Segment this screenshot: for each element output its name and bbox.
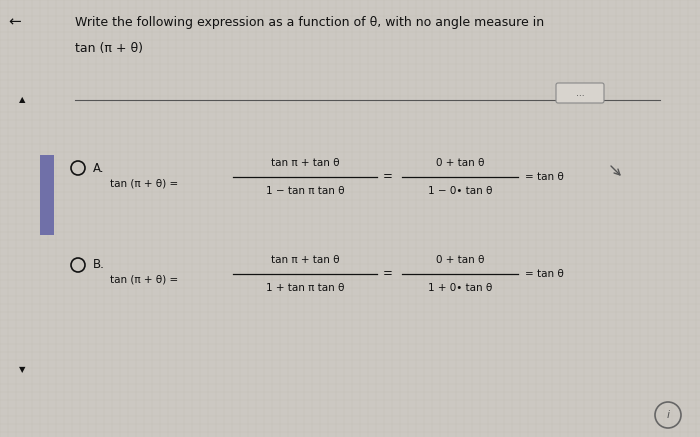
Text: tan (π + θ) =: tan (π + θ) = xyxy=(110,178,178,188)
Text: 1 + tan π tan θ: 1 + tan π tan θ xyxy=(266,283,344,293)
Text: = tan θ: = tan θ xyxy=(525,172,564,182)
Bar xyxy=(40,155,54,235)
Text: tan π + tan θ: tan π + tan θ xyxy=(271,255,340,265)
Text: ←: ← xyxy=(8,14,21,30)
Text: tan (π + θ): tan (π + θ) xyxy=(75,42,143,55)
Text: ▲: ▲ xyxy=(19,96,25,104)
Text: 0 + tan θ: 0 + tan θ xyxy=(435,255,484,265)
Text: tan (π + θ) =: tan (π + θ) = xyxy=(110,275,178,285)
Text: =: = xyxy=(383,170,393,184)
Text: Write the following expression as a function of θ, with no angle measure in: Write the following expression as a func… xyxy=(75,16,544,29)
Text: A.: A. xyxy=(93,162,104,174)
Text: 1 − 0• tan θ: 1 − 0• tan θ xyxy=(428,186,492,196)
Text: i: i xyxy=(666,410,670,420)
Text: ▼: ▼ xyxy=(19,365,25,375)
Text: 0 + tan θ: 0 + tan θ xyxy=(435,158,484,168)
Text: ...: ... xyxy=(575,89,584,97)
FancyBboxPatch shape xyxy=(556,83,604,103)
Text: tan π + tan θ: tan π + tan θ xyxy=(271,158,340,168)
Text: B.: B. xyxy=(93,259,105,271)
Text: 1 + 0• tan θ: 1 + 0• tan θ xyxy=(428,283,492,293)
Text: =: = xyxy=(383,267,393,281)
Text: = tan θ: = tan θ xyxy=(525,269,564,279)
Text: 1 − tan π tan θ: 1 − tan π tan θ xyxy=(266,186,344,196)
